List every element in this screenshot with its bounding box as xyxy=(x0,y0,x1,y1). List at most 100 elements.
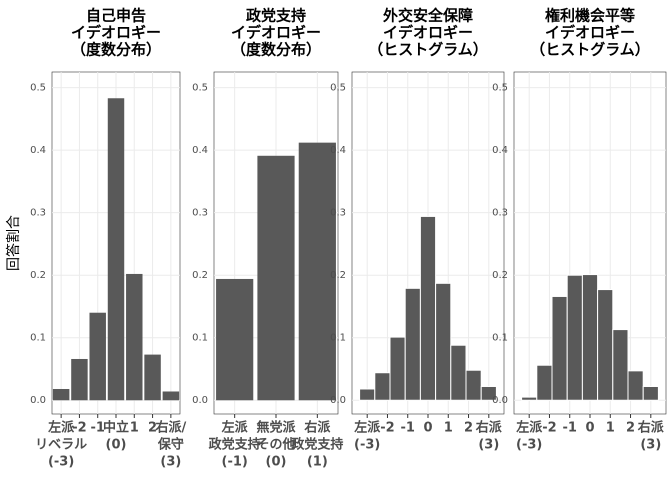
y-tick-label: 0.0 xyxy=(192,395,208,406)
x-tick-label: 1 xyxy=(130,421,139,436)
y-tick-label: 0.2 xyxy=(192,270,208,281)
x-tick-label: 右派 xyxy=(637,420,665,436)
panel-title: （度数分布） xyxy=(71,41,161,59)
y-tick-label: 0.2 xyxy=(492,270,508,281)
panel-title: （ヒストグラム） xyxy=(530,41,650,59)
x-tick-label: -2 xyxy=(380,421,394,436)
y-tick-label: 0.3 xyxy=(30,208,46,219)
panel-title: イデオロギー xyxy=(545,24,635,42)
y-tick-label: 0.3 xyxy=(330,208,346,219)
x-tick-label: 中立 xyxy=(103,420,129,436)
bar xyxy=(465,369,482,401)
y-tick-label: 0.0 xyxy=(330,395,346,406)
bar xyxy=(257,155,295,401)
y-tick-label: 0.0 xyxy=(30,395,46,406)
x-tick-label: -1 xyxy=(401,421,415,436)
x-tick-label: 1 xyxy=(444,421,453,436)
x-tick-label: (-3) xyxy=(516,438,542,453)
bar xyxy=(374,372,391,401)
x-tick-label: 保守 xyxy=(157,437,184,453)
x-tick-label: -2 xyxy=(72,421,86,436)
bar xyxy=(521,396,538,401)
bar xyxy=(107,98,125,401)
panel-title: 自己申告 xyxy=(86,7,146,25)
bar xyxy=(450,344,467,401)
x-tick-label: (-3) xyxy=(354,438,380,453)
x-tick-label: 0 xyxy=(585,421,594,436)
y-axis-label: 回答割合 xyxy=(5,215,22,271)
bar xyxy=(71,358,88,401)
x-tick-label: 右派 xyxy=(303,420,331,436)
y-tick-label: 0.3 xyxy=(492,208,508,219)
x-tick-label: (-3) xyxy=(48,455,74,470)
bar xyxy=(435,282,452,401)
y-tick-label: 0.5 xyxy=(192,83,208,94)
panel-title: 政党支持 xyxy=(246,7,306,25)
panel-title: 外交安全保障 xyxy=(382,7,473,25)
bar xyxy=(404,287,421,401)
bar xyxy=(216,278,254,401)
y-tick-label: 0.5 xyxy=(492,83,508,94)
bar xyxy=(89,312,106,401)
x-tick-label: (3) xyxy=(640,438,661,453)
y-tick-label: 0.1 xyxy=(192,333,208,344)
panel-title: イデオロギー xyxy=(71,24,161,42)
panel-title: （ヒストグラム） xyxy=(368,41,488,59)
x-tick-label: (0) xyxy=(266,455,287,470)
bar xyxy=(298,142,336,401)
x-tick-label: 無党派 xyxy=(256,420,296,436)
x-tick-label: 右派 xyxy=(475,420,503,436)
x-tick-label: 政党支持 xyxy=(209,437,261,453)
y-tick-label: 0.5 xyxy=(30,83,46,94)
bar xyxy=(52,388,70,401)
panel-title: イデオロギー xyxy=(383,24,473,42)
x-tick-label: 左派 xyxy=(222,420,249,436)
x-tick-label: 政党支持 xyxy=(291,437,343,453)
x-tick-label: -1 xyxy=(90,421,104,436)
y-tick-label: 0.4 xyxy=(492,145,508,156)
x-tick-label: 左派 xyxy=(48,420,75,436)
bar xyxy=(551,295,568,401)
y-tick-label: 0.0 xyxy=(492,395,508,406)
x-tick-label: 0 xyxy=(423,421,432,436)
x-tick-label: 右派/ xyxy=(154,420,186,436)
bar xyxy=(581,274,599,401)
bar xyxy=(642,385,659,401)
y-tick-label: 0.4 xyxy=(30,145,46,156)
y-tick-label: 0.3 xyxy=(192,208,208,219)
x-tick-label: 左派 xyxy=(354,420,381,436)
x-tick-label: 2 xyxy=(464,421,473,436)
panel-title: イデオロギー xyxy=(231,24,321,42)
bar xyxy=(597,289,614,401)
y-tick-label: 0.1 xyxy=(492,333,508,344)
panel-title: 権利機会平等 xyxy=(545,7,635,25)
x-tick-label: リベラル xyxy=(35,438,87,453)
bar xyxy=(612,329,629,401)
y-tick-label: 0.1 xyxy=(330,333,346,344)
bar xyxy=(566,274,583,401)
y-tick-label: 0.2 xyxy=(330,270,346,281)
x-tick-label: (0) xyxy=(106,438,127,453)
y-tick-label: 0.2 xyxy=(30,270,46,281)
x-tick-label: (3) xyxy=(160,455,181,470)
x-tick-label: 1 xyxy=(606,421,615,436)
bar xyxy=(389,336,406,401)
x-tick-label: -2 xyxy=(542,421,556,436)
y-tick-label: 0.1 xyxy=(30,333,46,344)
x-tick-label: (3) xyxy=(478,438,499,453)
y-tick-label: 0.4 xyxy=(192,145,208,156)
y-tick-label: 0.4 xyxy=(330,145,346,156)
x-tick-label: その他 xyxy=(256,437,295,453)
x-tick-label: (1) xyxy=(307,455,328,470)
x-tick-label: (-1) xyxy=(222,455,248,470)
bar xyxy=(359,388,376,401)
panel-title: （度数分布） xyxy=(231,41,321,59)
bar xyxy=(126,273,143,401)
bar xyxy=(419,215,437,401)
bar xyxy=(627,370,644,401)
x-tick-label: 左派 xyxy=(516,420,543,436)
y-tick-label: 0.5 xyxy=(330,83,346,94)
bar xyxy=(162,391,180,401)
bar xyxy=(480,385,497,401)
x-tick-label: 2 xyxy=(626,421,635,436)
